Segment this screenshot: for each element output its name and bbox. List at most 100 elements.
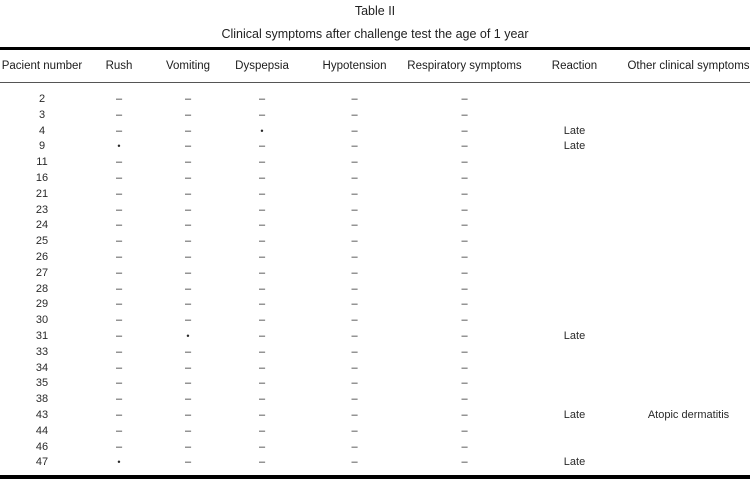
cell-reaction	[522, 203, 627, 219]
table-row: 26 – – – – –	[0, 250, 750, 266]
cell-hypotension: –	[351, 124, 358, 137]
cell-vomiting: –	[184, 456, 192, 469]
cell-vomiting: –	[184, 156, 192, 169]
cell-rush: –	[115, 171, 123, 184]
table-number-title: Table II	[354, 4, 396, 18]
cell-reaction: Late	[563, 329, 586, 342]
cell-vomiting: –	[184, 203, 192, 216]
table-header-row: Pacient number Rush Vomiting Dyspepsia H…	[0, 50, 750, 82]
cell-patient-number: 3	[38, 108, 46, 121]
cell-rush: –	[115, 345, 123, 358]
cell-reaction	[522, 282, 627, 298]
cell-reaction	[522, 297, 627, 313]
column-header-hypotension: Hypotension	[322, 60, 387, 72]
cell-reaction	[522, 392, 627, 408]
cell-respiratory-symptoms: –	[461, 203, 468, 216]
cell-respiratory-symptoms: –	[461, 329, 468, 342]
cell-vomiting: –	[184, 266, 192, 279]
cell-hypotension: –	[351, 187, 358, 200]
table-row: 3 – – – – –	[0, 108, 750, 124]
column-header-reaction: Reaction	[551, 60, 598, 72]
cell-vomiting: –	[184, 235, 192, 248]
cell-rush: –	[115, 108, 123, 121]
cell-rush: –	[115, 250, 123, 263]
cell-dyspepsia: –	[258, 345, 266, 358]
cell-patient-number: 24	[35, 219, 49, 232]
cell-respiratory-symptoms: –	[461, 108, 468, 121]
cell-respiratory-symptoms: –	[461, 187, 468, 200]
cell-patient-number: 26	[35, 250, 49, 263]
cell-dyspepsia: –	[258, 235, 266, 248]
cell-respiratory-symptoms: –	[461, 140, 468, 153]
cell-dyspepsia: –	[258, 250, 266, 263]
cell-hypotension: –	[351, 140, 358, 153]
cell-vomiting: •	[186, 330, 190, 341]
cell-vomiting: –	[184, 108, 192, 121]
cell-patient-number: 28	[35, 282, 49, 295]
table-row: 9 • – – – – Late	[0, 139, 750, 155]
cell-vomiting: –	[184, 171, 192, 184]
table-row: 4 – – • – – Late	[0, 124, 750, 140]
cell-rush: –	[115, 361, 123, 374]
cell-other-clinical-symptoms	[627, 392, 750, 408]
cell-rush: –	[115, 408, 123, 421]
cell-rush: –	[115, 156, 123, 169]
cell-patient-number: 29	[35, 298, 49, 311]
table-row: 29 – – – – –	[0, 297, 750, 313]
cell-other-clinical-symptoms	[627, 297, 750, 313]
cell-hypotension: –	[351, 219, 358, 232]
cell-respiratory-symptoms: –	[461, 345, 468, 358]
cell-hypotension: –	[351, 377, 358, 390]
cell-hypotension: –	[351, 250, 358, 263]
cell-reaction: Late	[563, 456, 586, 469]
cell-dyspepsia: –	[258, 266, 266, 279]
top-rule	[0, 47, 750, 50]
cell-patient-number: 16	[35, 171, 49, 184]
cell-patient-number: 33	[35, 345, 49, 358]
cell-other-clinical-symptoms	[627, 234, 750, 250]
cell-respiratory-symptoms: –	[461, 156, 468, 169]
cell-dyspepsia: –	[258, 329, 266, 342]
cell-respiratory-symptoms: –	[461, 361, 468, 374]
cell-patient-number: 21	[35, 187, 49, 200]
cell-patient-number: 30	[35, 314, 49, 327]
cell-reaction	[522, 218, 627, 234]
cell-rush: –	[115, 298, 123, 311]
cell-reaction	[522, 234, 627, 250]
cell-patient-number: 47	[35, 456, 49, 469]
cell-respiratory-symptoms: –	[461, 377, 468, 390]
cell-hypotension: –	[351, 282, 358, 295]
cell-reaction	[522, 313, 627, 329]
cell-rush: •	[117, 141, 121, 152]
table-row: 16 – – – – –	[0, 171, 750, 187]
cell-reaction	[522, 92, 627, 108]
cell-respiratory-symptoms: –	[461, 235, 468, 248]
cell-dyspepsia: –	[258, 298, 266, 311]
cell-hypotension: –	[351, 171, 358, 184]
cell-vomiting: –	[184, 408, 192, 421]
cell-reaction	[522, 345, 627, 361]
cell-dyspepsia: –	[258, 203, 266, 216]
table-row: 44 – – – – –	[0, 424, 750, 440]
cell-rush: –	[115, 282, 123, 295]
cell-respiratory-symptoms: –	[461, 250, 468, 263]
cell-patient-number: 9	[38, 140, 46, 153]
table-row: 27 – – – – –	[0, 266, 750, 282]
cell-other-clinical-symptoms	[627, 376, 750, 392]
cell-rush: –	[115, 424, 123, 437]
table-row: 43 – – – – – Late Atopic dermatitis	[0, 408, 750, 424]
cell-rush: –	[115, 93, 123, 105]
table-row: 21 – – – – –	[0, 187, 750, 203]
cell-other-clinical-symptoms	[627, 455, 750, 471]
cell-patient-number: 11	[36, 156, 48, 169]
column-header-vomiting: Vomiting	[165, 60, 211, 72]
cell-hypotension: –	[351, 361, 358, 374]
cell-patient-number: 4	[38, 124, 46, 137]
cell-rush: –	[115, 235, 123, 248]
cell-reaction	[522, 155, 627, 171]
column-header-dyspepsia: Dyspepsia	[235, 60, 289, 72]
cell-dyspepsia: –	[258, 140, 266, 153]
cell-dyspepsia: –	[258, 456, 266, 469]
cell-respiratory-symptoms: –	[461, 408, 468, 421]
